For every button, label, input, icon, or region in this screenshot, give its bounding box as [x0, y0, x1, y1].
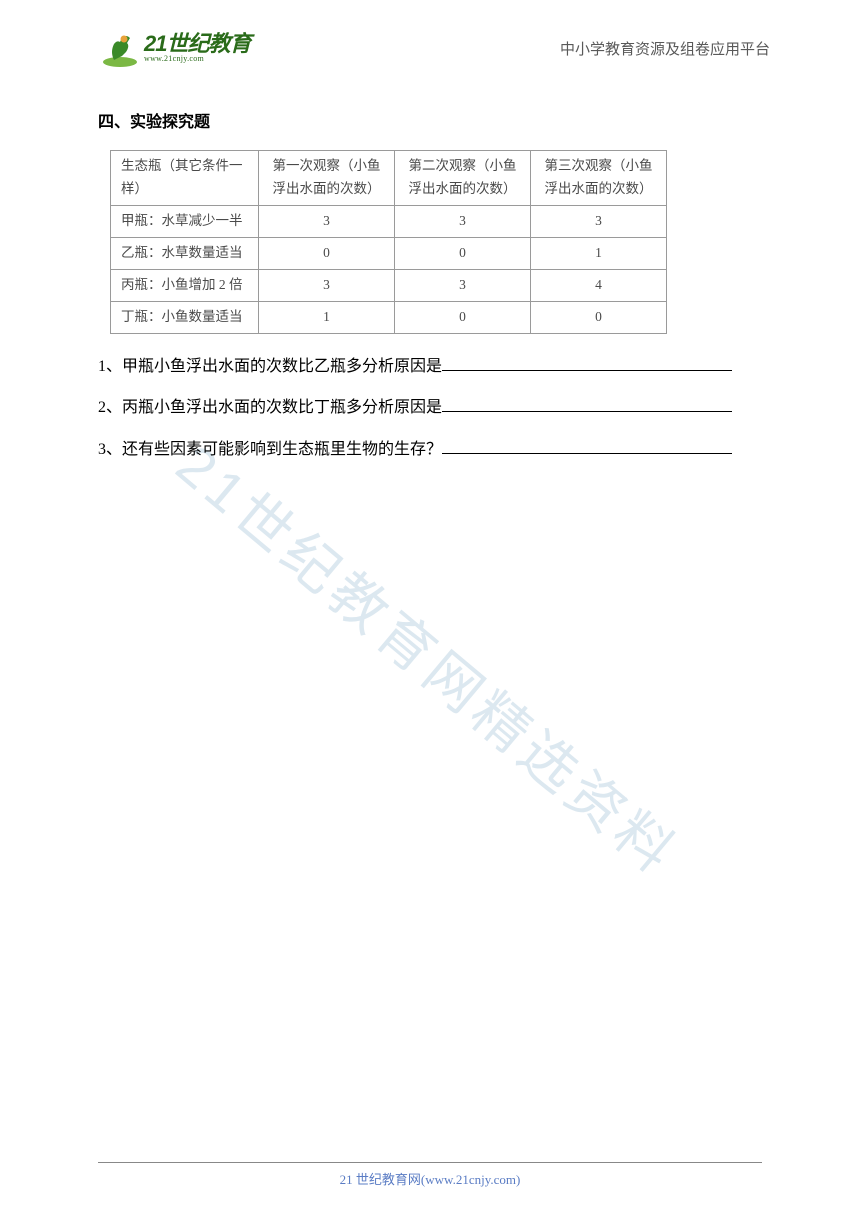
logo: 21世纪教育 www.21cnjy.com: [100, 28, 250, 68]
question-text: 1、甲瓶小鱼浮出水面的次数比乙瓶多分析原因是: [98, 358, 442, 375]
watermark: 21世纪教育网精选资料: [162, 422, 698, 890]
table-cell: 丙瓶：小鱼增加 2 倍: [111, 269, 259, 301]
data-table: 生态瓶（其它条件一样） 第一次观察（小鱼浮出水面的次数） 第二次观察（小鱼浮出水…: [110, 150, 667, 334]
table-cell: 1: [259, 301, 395, 333]
table-header-cell: 第二次观察（小鱼浮出水面的次数）: [395, 151, 531, 206]
table-header-cell: 第一次观察（小鱼浮出水面的次数）: [259, 151, 395, 206]
table-cell: 甲瓶：水草减少一半: [111, 205, 259, 237]
question-1: 1、甲瓶小鱼浮出水面的次数比乙瓶多分析原因是: [98, 354, 762, 380]
logo-icon: [100, 28, 140, 68]
question-text: 2、丙瓶小鱼浮出水面的次数比丁瓶多分析原因是: [98, 399, 442, 416]
logo-sub-text: www.21cnjy.com: [144, 55, 250, 63]
table-header-row: 生态瓶（其它条件一样） 第一次观察（小鱼浮出水面的次数） 第二次观察（小鱼浮出水…: [111, 151, 667, 206]
table-cell: 丁瓶：小鱼数量适当: [111, 301, 259, 333]
table-cell: 乙瓶：水草数量适当: [111, 237, 259, 269]
page-footer: 21 世纪教育网(www.21cnjy.com): [0, 1162, 860, 1188]
table-header-cell: 第三次观察（小鱼浮出水面的次数）: [531, 151, 667, 206]
table-cell: 4: [531, 269, 667, 301]
table-cell: 3: [395, 205, 531, 237]
section-title: 四、实验探究题: [98, 108, 762, 132]
table-cell: 3: [531, 205, 667, 237]
footer-text: 21 世纪教育网(www.21cnjy.com): [0, 1169, 860, 1188]
table-cell: 1: [531, 237, 667, 269]
answer-blank[interactable]: [442, 438, 732, 454]
table-row: 丙瓶：小鱼增加 2 倍 3 3 4: [111, 269, 667, 301]
page-header: 21世纪教育 www.21cnjy.com 中小学教育资源及组卷应用平台: [0, 28, 860, 68]
table-cell: 3: [395, 269, 531, 301]
answer-blank[interactable]: [442, 396, 732, 412]
answer-blank[interactable]: [442, 355, 732, 371]
table-row: 甲瓶：水草减少一半 3 3 3: [111, 205, 667, 237]
table-cell: 0: [531, 301, 667, 333]
question-3: 3、还有些因素可能影响到生态瓶里生物的生存？: [98, 437, 762, 463]
logo-text: 21世纪教育 www.21cnjy.com: [144, 33, 250, 63]
header-right-text: 中小学教育资源及组卷应用平台: [560, 38, 770, 59]
table-cell: 3: [259, 269, 395, 301]
table-cell: 0: [395, 301, 531, 333]
logo-main-text: 21世纪教育: [144, 33, 250, 55]
table-header-cell: 生态瓶（其它条件一样）: [111, 151, 259, 206]
table-row: 乙瓶：水草数量适当 0 0 1: [111, 237, 667, 269]
content-area: 四、实验探究题 生态瓶（其它条件一样） 第一次观察（小鱼浮出水面的次数） 第二次…: [98, 108, 762, 478]
footer-divider: [98, 1162, 762, 1163]
table-cell: 0: [395, 237, 531, 269]
table-cell: 3: [259, 205, 395, 237]
table-cell: 0: [259, 237, 395, 269]
question-2: 2、丙瓶小鱼浮出水面的次数比丁瓶多分析原因是: [98, 395, 762, 421]
table-row: 丁瓶：小鱼数量适当 1 0 0: [111, 301, 667, 333]
question-text: 3、还有些因素可能影响到生态瓶里生物的生存？: [98, 441, 442, 458]
